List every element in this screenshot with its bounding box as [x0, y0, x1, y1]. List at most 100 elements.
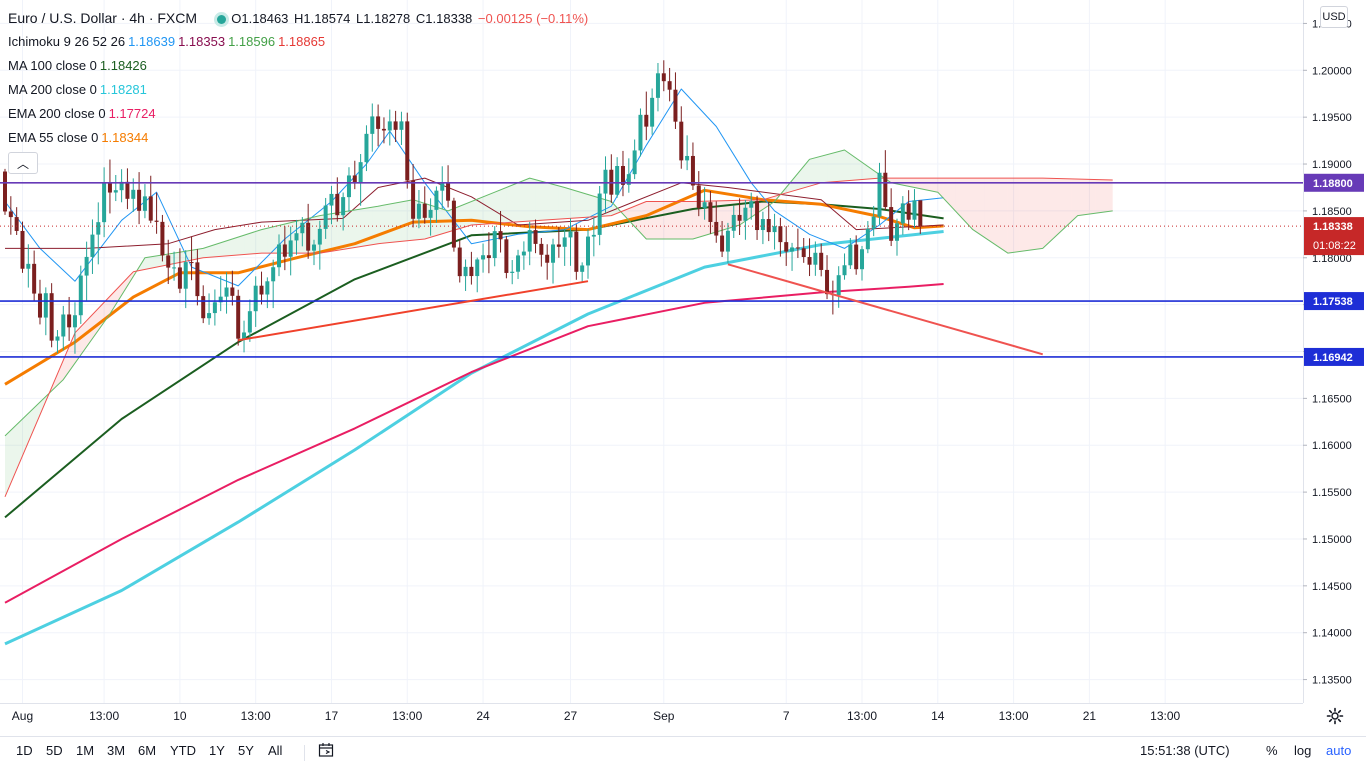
candle-body	[137, 189, 142, 211]
cloud-segment	[622, 208, 629, 221]
indicator-legend-row[interactable]: MA 200 close 0 1.18281	[8, 78, 590, 102]
indicator-legend-row[interactable]: MA 100 close 0 1.18426	[8, 54, 590, 78]
candle-body	[405, 121, 410, 181]
candle-body	[475, 259, 480, 277]
calendar-icon[interactable]	[318, 742, 334, 758]
range-button[interactable]: 5Y	[238, 743, 254, 758]
time-tick-label: 13:00	[89, 709, 119, 723]
range-button[interactable]: YTD	[170, 743, 196, 758]
cloud-segment	[681, 201, 688, 240]
price-chart[interactable]: 1.13500 1.14000 1.14500 1.15000 1.15500 1.160…	[0, 0, 1366, 736]
candle-body	[720, 235, 725, 252]
range-button[interactable]: 6M	[138, 743, 157, 758]
candle-body	[177, 267, 182, 289]
cloud-segment	[459, 203, 466, 229]
candle-body	[766, 219, 771, 233]
cloud-segment	[1101, 179, 1107, 213]
candle-body	[172, 267, 177, 269]
cloud-segment	[529, 178, 536, 222]
level-price-tag	[1304, 347, 1364, 366]
candle-body	[72, 315, 77, 328]
cloud-segment	[1001, 178, 1008, 254]
range-button[interactable]: 5D	[46, 743, 63, 758]
time-tick-label: 13:00	[1150, 709, 1180, 723]
candle-body	[790, 247, 795, 252]
cloud-segment	[197, 248, 204, 259]
candle-body	[90, 234, 95, 257]
candle-body	[778, 226, 783, 243]
indicator-label: EMA 200 close 0	[8, 106, 106, 121]
candle-body	[731, 214, 736, 231]
range-button[interactable]: 3M	[107, 743, 126, 758]
cloud-segment	[558, 185, 565, 220]
cloud-segment	[191, 249, 198, 261]
cloud-segment	[389, 202, 396, 243]
indicator-legend-row[interactable]: EMA 55 close 0 1.18344	[8, 126, 590, 150]
cloud-segment	[582, 192, 588, 218]
candle-body	[644, 114, 649, 127]
candle-body	[755, 201, 760, 231]
candle-body	[912, 200, 917, 220]
candle-body	[212, 302, 217, 314]
cloud-segment	[646, 201, 653, 240]
indicator-legend-row[interactable]: Ichimoku 9 26 52 26 1.18639 1.18353 1.18596…	[8, 30, 590, 54]
gear-icon[interactable]	[1326, 707, 1344, 725]
cloud-segment	[331, 212, 338, 252]
indicator-list: Ichimoku 9 26 52 26 1.18639 1.18353 1.18596…	[8, 30, 590, 150]
legend-collapse-button[interactable]: ︿	[8, 152, 38, 174]
candle-body	[848, 244, 853, 266]
auto-scale-toggle[interactable]: auto	[1326, 743, 1352, 758]
candle-body	[148, 196, 153, 221]
candle-body	[655, 73, 660, 98]
candle-body	[224, 287, 229, 297]
range-button[interactable]: 1D	[16, 743, 33, 758]
indicator-value: 1.18426	[99, 58, 147, 73]
price-tick-label: 1.14500	[1312, 581, 1352, 593]
candle-body	[603, 169, 608, 194]
range-button[interactable]: All	[268, 743, 283, 758]
ohlc-change: −0.00125 (−0.11%)	[477, 11, 589, 26]
candle-body	[591, 234, 596, 237]
symbol-title[interactable]: Euro / U.S. Dollar · 4h · FXCM	[8, 10, 198, 26]
cloud-segment	[360, 208, 367, 247]
cloud-segment	[547, 182, 554, 220]
currency-label[interactable]: USD	[1320, 6, 1348, 28]
chart-legend: Euro / U.S. Dollar · 4h · FXCM O1.18463 …	[8, 6, 590, 150]
cloud-segment	[827, 153, 833, 183]
time-tick-label: Sep	[653, 709, 675, 723]
cloud-segment	[862, 162, 868, 180]
cloud-segment	[214, 242, 221, 257]
candle-body	[883, 172, 888, 208]
cloud-segment	[815, 156, 822, 185]
candle-body	[107, 183, 112, 193]
candle-body	[533, 230, 538, 244]
price-axis[interactable]: 1.13500 1.14000 1.14500 1.15000 1.15500 1.160…	[1303, 0, 1366, 703]
range-button[interactable]: 1M	[76, 743, 95, 758]
cloud-segment	[698, 201, 705, 238]
candle-body	[661, 73, 666, 82]
price-tick-label: 1.18500	[1312, 206, 1352, 218]
cloud-segment	[931, 178, 938, 193]
ohlc-close: C1.18338	[415, 11, 473, 26]
cloud-segment	[1042, 178, 1049, 249]
cloud-segment	[477, 196, 484, 225]
time-tick-label: 13:00	[241, 709, 271, 723]
candle-body	[20, 230, 25, 269]
indicator-legend-row[interactable]: EMA 200 close 0 1.17724	[8, 102, 590, 126]
range-button[interactable]: 1Y	[209, 743, 225, 758]
time-axis[interactable]: Aug 13:00 10 13:00 17 13:00 24 27 Sep 7 13:00 14 13:…	[0, 703, 1303, 724]
candle-body	[370, 116, 375, 134]
log-scale-toggle[interactable]: log	[1294, 743, 1312, 758]
cloud-segment	[57, 360, 64, 386]
cloud-segment	[535, 179, 542, 221]
cloud-segment	[1071, 178, 1078, 222]
cloud-segment	[856, 158, 863, 180]
cloud-segment	[966, 178, 973, 230]
candle-body	[679, 121, 684, 161]
utc-clock[interactable]: 15:51:38 (UTC)	[1140, 743, 1230, 758]
cloud-segment	[203, 246, 210, 258]
candle-body	[463, 266, 468, 277]
cloud-segment	[675, 201, 682, 240]
candle-body	[650, 97, 655, 127]
percent-scale-toggle[interactable]: %	[1266, 743, 1278, 758]
